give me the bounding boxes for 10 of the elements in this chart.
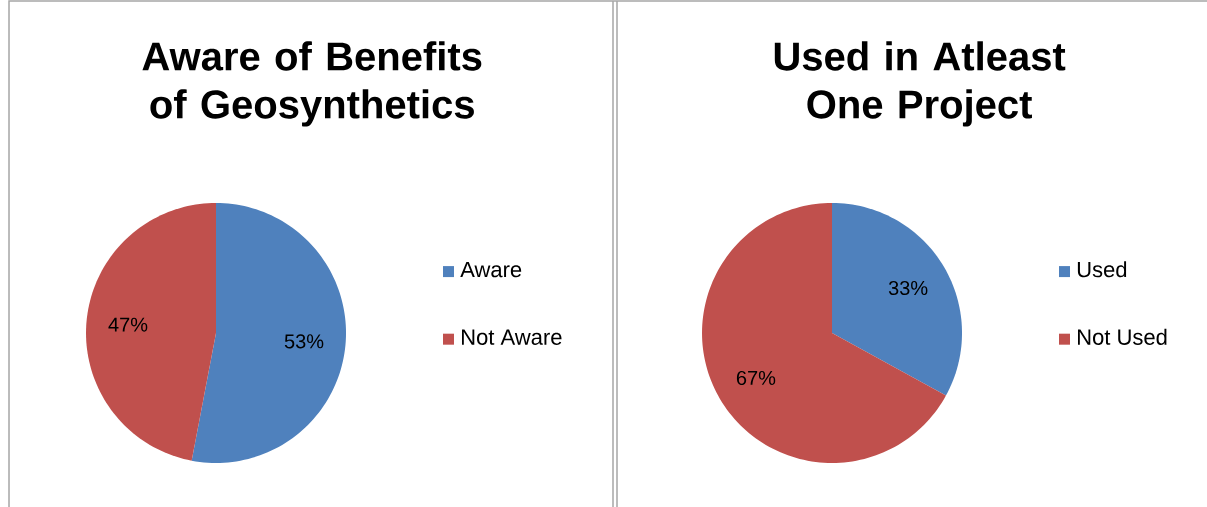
legend-label: Aware — [460, 261, 522, 278]
legend-label: Not Aware — [462, 329, 562, 345]
data-label: 67% — [736, 370, 776, 386]
data-label: 53% — [284, 334, 324, 349]
legend-label: Not Used — [1078, 328, 1167, 345]
data-label: 33% — [888, 280, 928, 296]
legend-label: Used — [1077, 261, 1127, 278]
chart-title: Aware of Benefits of Geosynthetics — [142, 41, 482, 127]
chart-title: Used in Atleast One Project — [774, 41, 1066, 127]
data-label: 47% — [108, 317, 148, 332]
